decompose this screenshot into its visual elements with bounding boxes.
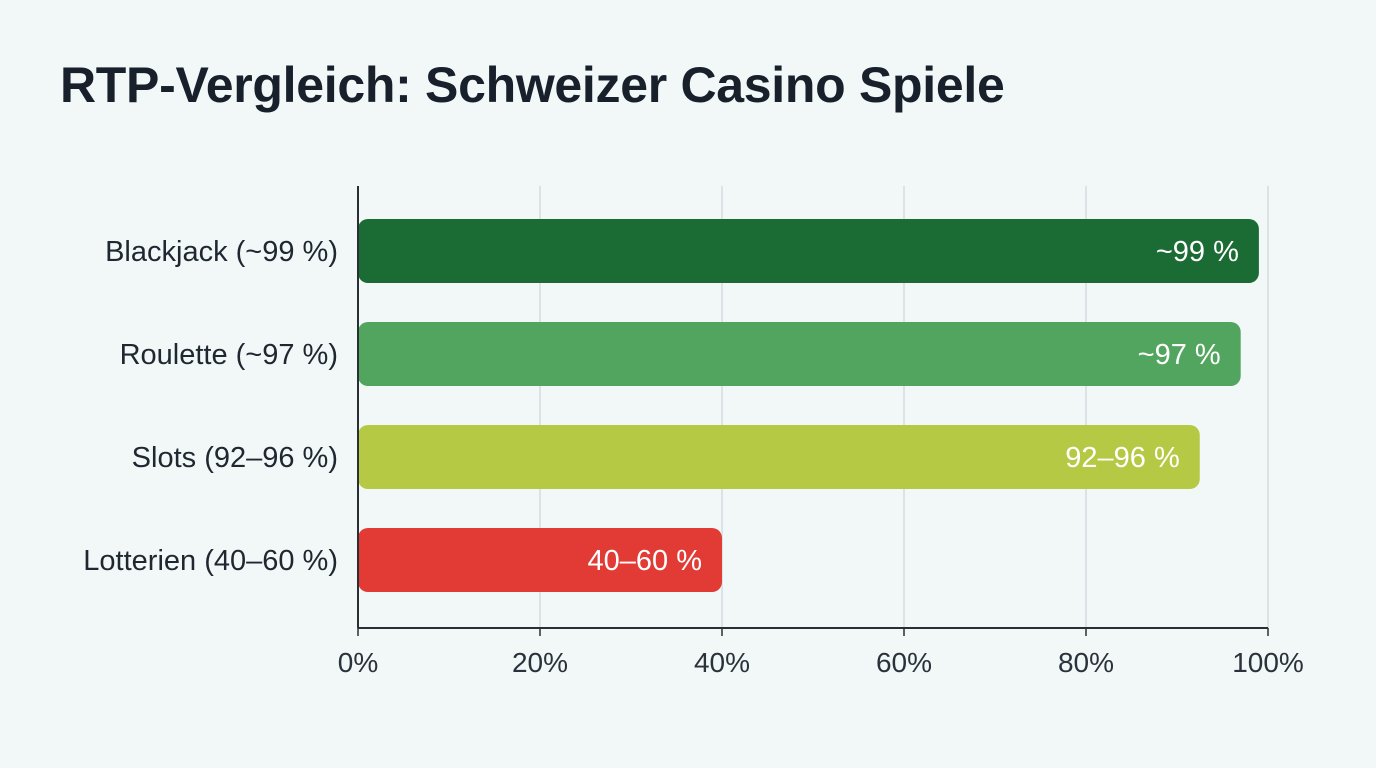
value-label: 40–60 % bbox=[588, 545, 703, 577]
value-label: ~99 % bbox=[1156, 236, 1239, 268]
value-label: 92–96 % bbox=[1065, 442, 1180, 474]
bar bbox=[358, 528, 722, 592]
x-tick-label: 20% bbox=[512, 647, 568, 678]
value-label: ~97 % bbox=[1138, 339, 1221, 371]
bar bbox=[358, 219, 1259, 283]
category-label: Roulette (~97 %) bbox=[120, 339, 338, 371]
axes bbox=[357, 186, 1269, 636]
x-tick-label: 80% bbox=[1058, 647, 1114, 678]
category-label: Lotterien (40–60 %) bbox=[83, 545, 338, 577]
bars bbox=[358, 219, 1259, 592]
x-tick-label: 0% bbox=[338, 647, 378, 678]
x-tick-label: 60% bbox=[876, 647, 932, 678]
x-tick-label: 40% bbox=[694, 647, 750, 678]
bar bbox=[358, 425, 1200, 489]
x-tick-label: 100% bbox=[1232, 647, 1304, 678]
bar bbox=[358, 322, 1241, 386]
category-label: Slots (92–96 %) bbox=[132, 442, 338, 474]
category-label: Blackjack (~99 %) bbox=[105, 236, 338, 268]
chart-title: RTP-Vergleich: Schweizer Casino Spiele bbox=[60, 57, 1005, 113]
labels: 0% 20% 40% 60% 80% 100% Blackjack (~99 %) ~99 %… bbox=[83, 236, 1304, 678]
